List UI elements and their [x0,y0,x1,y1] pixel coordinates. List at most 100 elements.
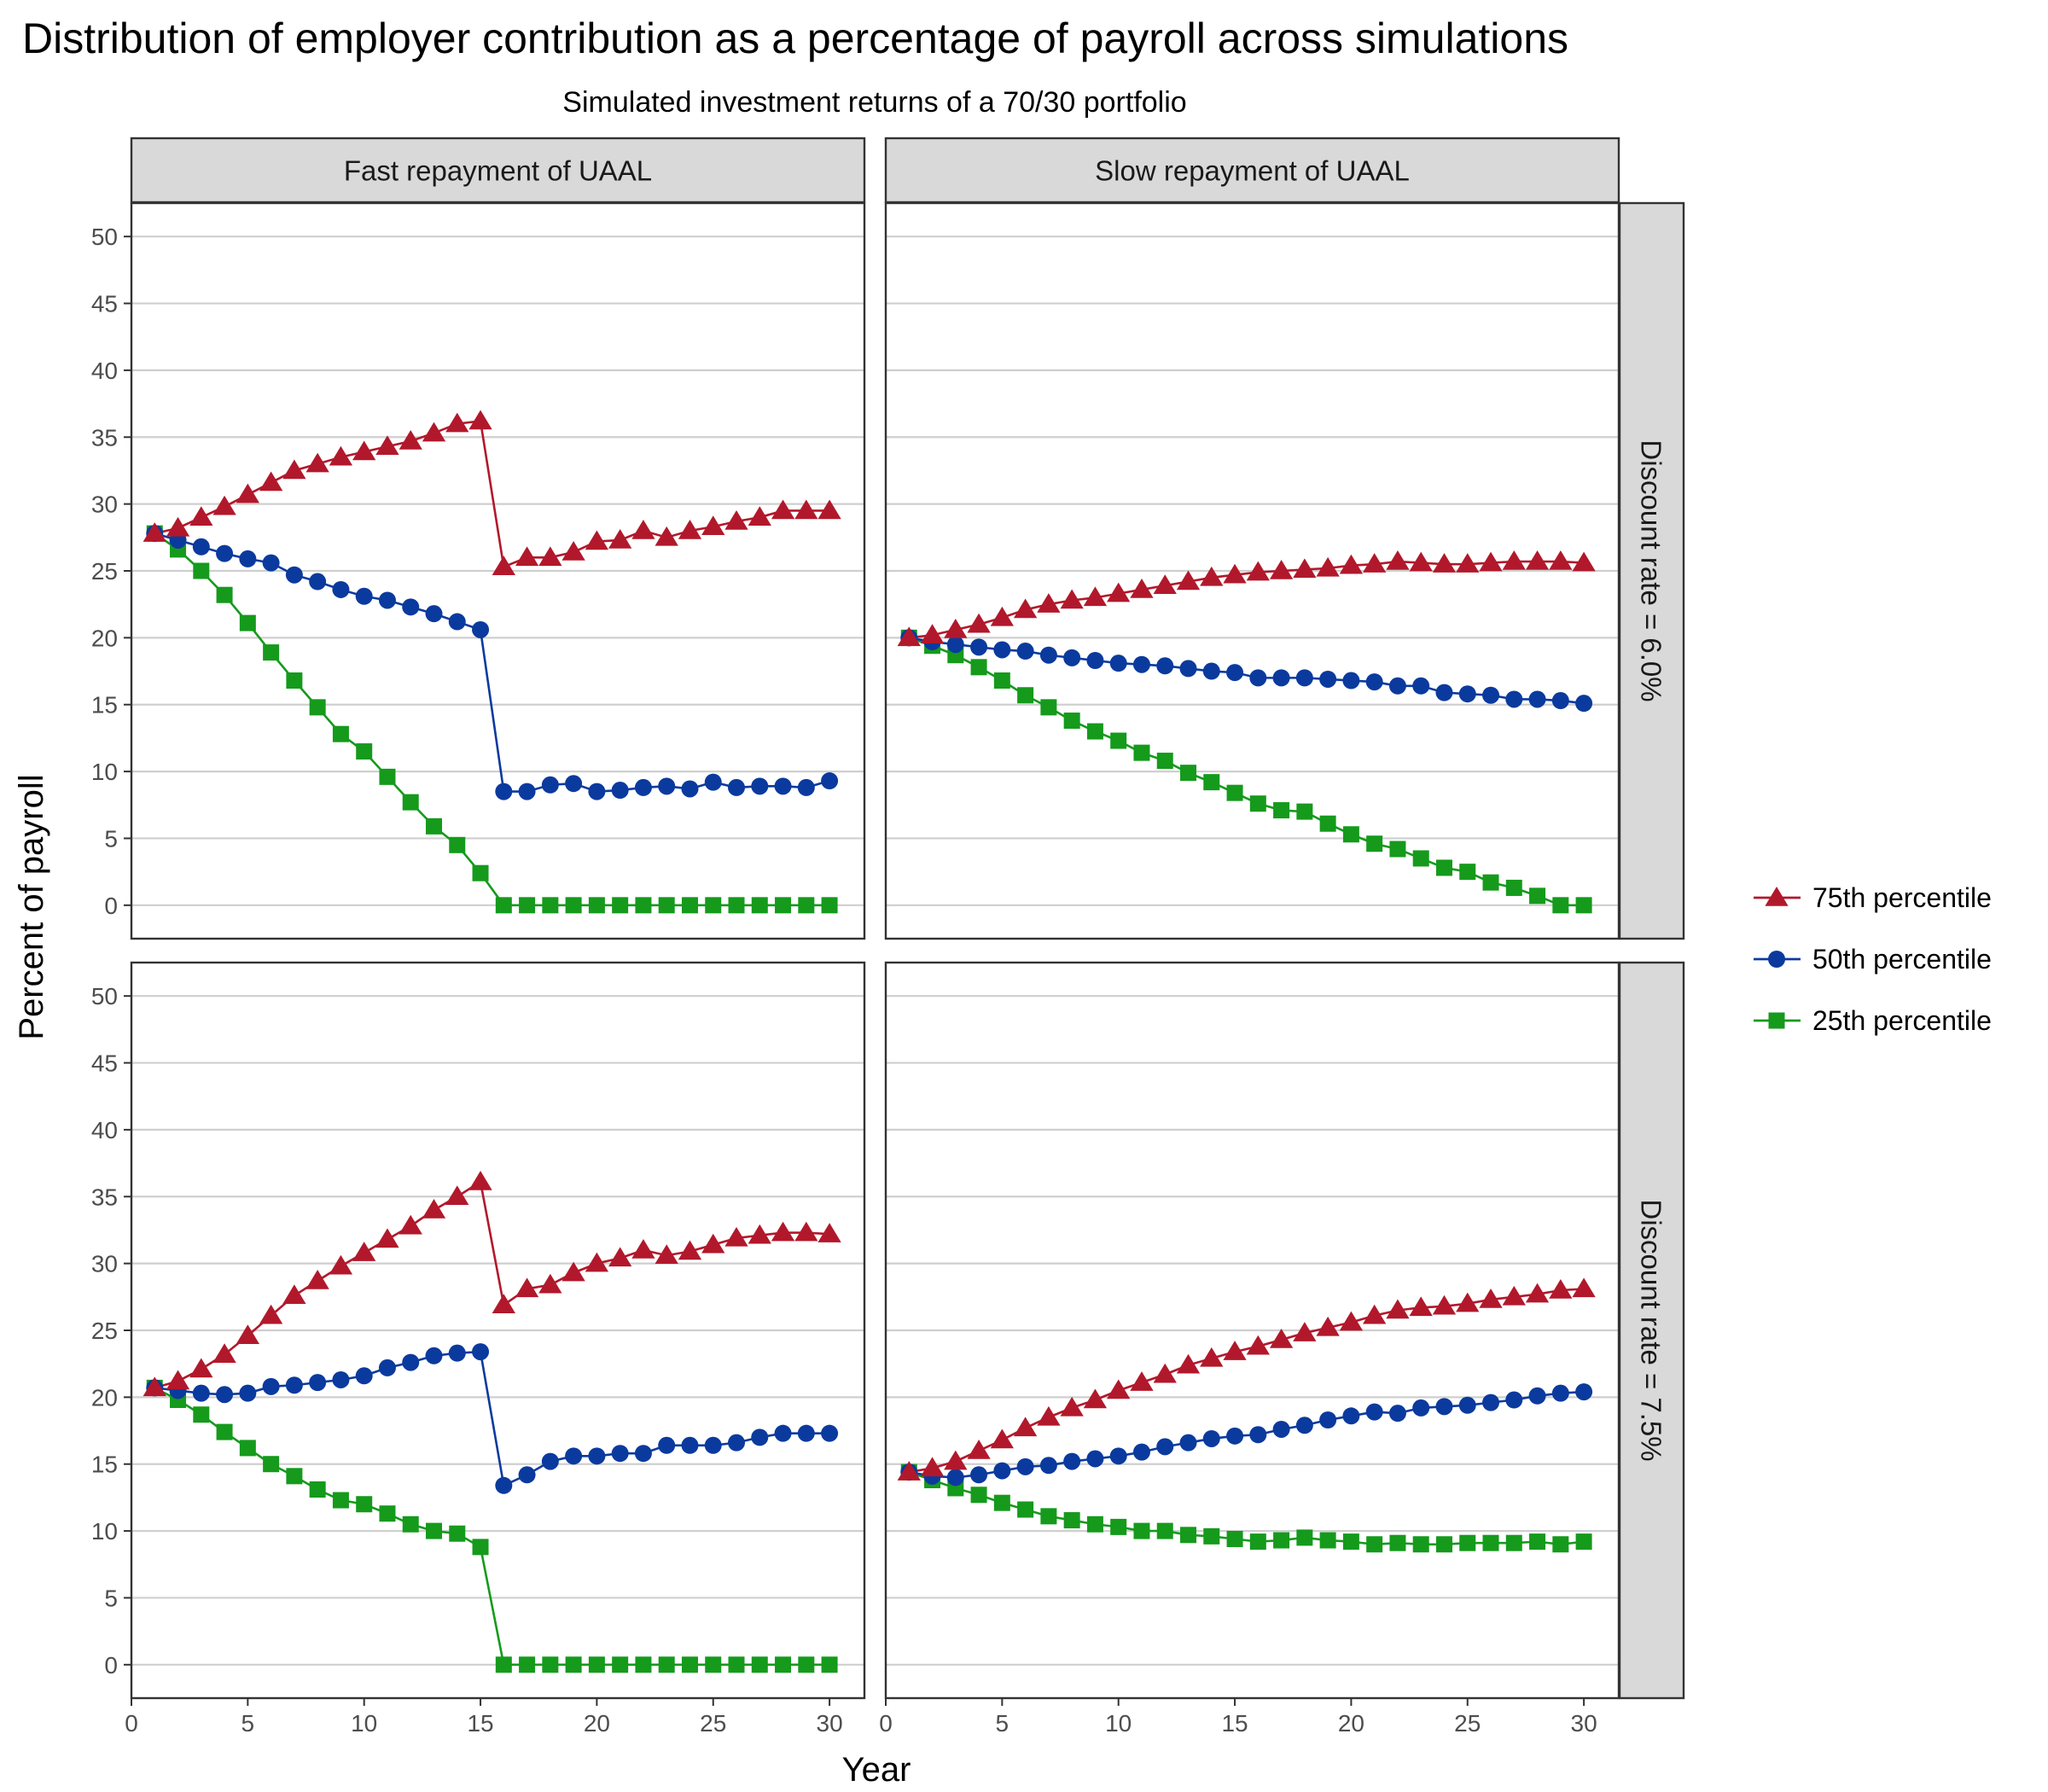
data-point [1226,1427,1244,1445]
data-point [1319,670,1337,688]
data-point [612,1656,629,1673]
data-point [1505,690,1523,708]
data-point [1109,655,1127,672]
data-point [1130,1371,1154,1391]
data-point [798,1656,815,1673]
data-point [970,659,987,676]
data-point [748,506,771,527]
data-point [329,1254,353,1275]
data-point [1086,1450,1104,1468]
data-point [751,777,769,795]
data-point [728,1656,745,1673]
data-point [774,777,792,795]
data-point [519,897,536,914]
data-point [1386,1299,1410,1319]
data-point [1202,1429,1220,1447]
data-point [1013,598,1038,619]
data-point [728,778,746,796]
data-point [1273,1532,1290,1549]
data-point [262,1377,280,1395]
data-point [285,566,303,584]
data-point [1412,850,1429,867]
data-point [655,1244,678,1264]
data-point [1179,660,1197,678]
data-point [1180,765,1197,782]
data-point [519,1656,536,1673]
data-point [1083,1388,1108,1409]
strip-label: Discount rate = 7.5% [1636,1199,1667,1461]
data-point [1435,1536,1452,1553]
data-point [944,618,968,638]
data-point [216,544,234,562]
data-point [239,614,256,631]
data-point [216,1386,234,1404]
data-point [970,638,988,656]
data-point [263,644,280,661]
data-point [399,1214,422,1235]
data-point [1203,1527,1220,1545]
y-tick-label: 5 [104,825,118,852]
data-point [1060,589,1084,609]
data-point [1226,664,1244,682]
data-point [946,636,964,654]
data-point [356,743,373,760]
data-point [332,1370,350,1388]
data-point [472,1539,489,1556]
data-point [1180,1527,1197,1544]
data-point [1435,1398,1453,1416]
data-point [538,1273,562,1294]
data-point [1549,550,1573,570]
y-tick-label: 25 [91,558,118,585]
data-point [561,541,585,561]
data-point [1525,1283,1550,1303]
data-point [1063,649,1081,666]
strip-background [1618,201,1685,940]
data-point [817,1223,841,1242]
data-point [1366,835,1383,852]
legend-key-marker [1765,887,1789,906]
x-tick-label: 5 [996,1710,1009,1737]
data-point [897,626,921,647]
data-point [681,897,698,914]
data-point [990,606,1014,626]
y-tick-label: 50 [91,224,118,250]
data-point [402,1516,419,1533]
data-point [1016,1457,1034,1475]
data-point [1156,657,1174,675]
data-point [817,499,841,520]
data-point [920,1457,945,1477]
legend-label: 50th percentile [1812,944,1992,975]
data-point [1249,1533,1266,1551]
data-point [542,1656,559,1673]
x-tick-label: 25 [1454,1710,1481,1737]
data-point [426,1522,443,1539]
data-point [332,580,350,598]
data-point [1176,1353,1201,1374]
x-tick-label: 30 [1571,1710,1597,1737]
data-point [1132,1443,1150,1461]
data-point [236,483,259,503]
data-point [1528,690,1546,708]
x-tick-label: 20 [1338,1710,1364,1737]
data-point [282,1284,306,1305]
data-point [1293,1322,1317,1341]
data-point [1086,1516,1103,1533]
data-point [1203,774,1220,791]
strip-background [130,137,866,204]
data-point [448,1344,466,1362]
data-point [724,1226,748,1247]
data-point [1226,784,1243,801]
chart-title: Distribution of employer contribution as… [22,15,1568,62]
data-point [1432,553,1457,573]
data-point [821,772,839,790]
data-point [1107,1379,1131,1399]
data-point [1179,1434,1197,1452]
data-point [565,775,583,793]
x-tick-label: 15 [1221,1710,1248,1737]
data-point [658,1436,676,1454]
y-tick-label: 35 [91,1184,118,1210]
data-point [259,471,283,492]
data-point [1552,897,1569,914]
data-point [1083,586,1108,607]
